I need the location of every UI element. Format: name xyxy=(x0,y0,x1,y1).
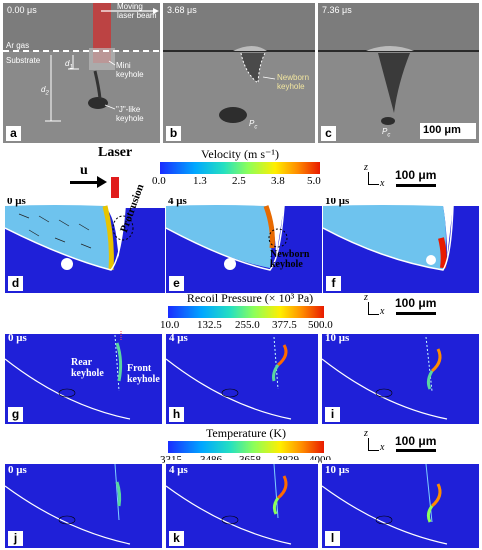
velocity-time-e: 4 μs xyxy=(168,198,187,207)
velocity-panel-d: 0 μs d xyxy=(5,198,165,293)
temperature-axis-glyph xyxy=(368,438,379,451)
u-arrow-head xyxy=(97,176,107,188)
j-keyhole-label: "J"-like keyhole xyxy=(116,105,144,123)
laser-beam xyxy=(111,177,119,201)
panel-letter-h: h xyxy=(169,407,184,422)
panel-letter-f: f xyxy=(326,276,341,291)
velocity-tick-0: 0.0 xyxy=(152,175,166,187)
velocity-axis-glyph xyxy=(368,172,379,185)
pore-label-c: Pc xyxy=(382,127,391,139)
newborn-keyhole-label: Newborn keyhole xyxy=(277,73,310,91)
temperature-scale-label: 100 μm xyxy=(395,434,437,448)
velocity-tick-2: 2.5 xyxy=(232,175,246,187)
velocity-tick-4: 5.0 xyxy=(307,175,321,187)
panel-letter-c: c xyxy=(321,126,336,141)
xray-time-b: 3.68 μs xyxy=(167,5,197,15)
velocity-tick-1: 1.3 xyxy=(193,175,207,187)
panel-letter-a: a xyxy=(6,126,21,141)
xray-time-c: 7.36 μs xyxy=(322,5,352,15)
panel-letter-l: l xyxy=(325,531,340,546)
recoil-panel-h: 4 μs h xyxy=(166,331,318,424)
u-label: u xyxy=(80,163,88,178)
recoil-tick-3: 377.5 xyxy=(272,319,297,331)
velocity-time-f: 10 μs xyxy=(325,198,350,207)
panel-letter-b: b xyxy=(166,126,181,141)
recoil-image-h xyxy=(166,331,318,420)
recoil-cbar-title: Recoil Pressure (× 10³ Pa) xyxy=(186,291,314,305)
recoil-time-i: 10 μs xyxy=(325,332,350,344)
velocity-image-e xyxy=(166,198,322,293)
temperature-panel-j: 0 μs j xyxy=(5,460,162,548)
recoil-panel-i: 10 μs i xyxy=(322,331,479,424)
recoil-panel-g: 0 μs Rear keyhole Front keyhole g xyxy=(5,331,162,424)
xray-panel-b: 3.68 μs Newborn keyhole Pc b xyxy=(163,3,315,143)
xray-image-c xyxy=(318,3,479,125)
xray-panel-c: 7.36 μs Pc 100 μm c xyxy=(318,3,479,143)
newborn-keyhole-sim-label: Newborn keyhole xyxy=(270,249,310,270)
recoil-colorbar xyxy=(168,306,324,318)
recoil-axis-glyph xyxy=(368,302,379,315)
velocity-panel-f: 10 μs f xyxy=(323,198,479,293)
mini-keyhole-label: Mini keyhole xyxy=(116,61,144,79)
panel-letter-k: k xyxy=(169,531,184,546)
panel-letter-j: j xyxy=(8,531,23,546)
ar-gas-label: Ar gas xyxy=(6,41,30,50)
moving-laser-label: Moving laser beam xyxy=(117,3,157,20)
velocity-cbar-title: Velocity (m s⁻¹) xyxy=(201,147,279,161)
temperature-axis-x: x xyxy=(380,442,385,453)
xray-time-a: 0.00 μs xyxy=(7,5,37,15)
temperature-time-l: 10 μs xyxy=(325,464,350,476)
panel-letter-g: g xyxy=(8,407,23,422)
velocity-time-d: 0 μs xyxy=(7,198,26,207)
xray-panel-a: 0.00 μs Moving laser beam Ar gas Substra… xyxy=(3,3,160,143)
u-arrow xyxy=(70,181,98,184)
panel-letter-d: d xyxy=(8,276,23,291)
velocity-colorbar xyxy=(160,162,320,174)
xray-image-b xyxy=(163,3,315,123)
xray-image-a xyxy=(3,3,160,122)
recoil-tick-2: 255.0 xyxy=(235,319,260,331)
recoil-scale-label: 100 μm xyxy=(395,296,437,310)
temperature-panel-l: 10 μs l xyxy=(322,460,479,548)
recoil-tick-4: 500.0 xyxy=(308,319,333,331)
recoil-axis-z: z xyxy=(364,292,368,303)
temperature-cbar-title: Temperature (K) xyxy=(205,426,287,440)
velocity-scale-label: 100 μm xyxy=(395,168,437,182)
temperature-image-j xyxy=(5,460,162,545)
temperature-image-k xyxy=(166,460,318,545)
xray-scale-label: 100 μm xyxy=(423,124,461,136)
recoil-tick-0: 10.0 xyxy=(160,319,180,331)
temperature-time-k: 4 μs xyxy=(169,464,188,476)
substrate-label: Substrate xyxy=(6,56,41,65)
d1-label: d1 xyxy=(65,59,73,71)
temperature-axis-z: z xyxy=(364,428,368,439)
temperature-scale-bar xyxy=(396,449,436,452)
recoil-image-i xyxy=(322,331,479,420)
temperature-time-j: 0 μs xyxy=(8,464,27,476)
temperature-image-l xyxy=(322,460,479,545)
recoil-tick-1: 132.5 xyxy=(197,319,222,331)
velocity-axis-z: z xyxy=(364,162,368,173)
recoil-image-g xyxy=(5,331,162,420)
temperature-panel-k: 4 μs k xyxy=(166,460,318,548)
recoil-time-g: 0 μs xyxy=(8,332,27,344)
rear-keyhole-label: Rear keyhole xyxy=(71,357,104,379)
recoil-scale-bar xyxy=(396,312,436,315)
laser-label: Laser xyxy=(98,145,133,160)
velocity-image-d xyxy=(5,198,165,293)
velocity-tick-3: 3.8 xyxy=(271,175,285,187)
panel-letter-i: i xyxy=(325,407,340,422)
temperature-colorbar xyxy=(168,441,324,453)
pore-label-b: Pc xyxy=(249,119,258,131)
recoil-time-h: 4 μs xyxy=(169,332,188,344)
d2-label: d2 xyxy=(41,85,49,97)
velocity-axis-x: x xyxy=(380,178,385,189)
xray-scale-bar: 100 μm xyxy=(420,123,476,139)
velocity-scale-bar xyxy=(396,184,436,187)
velocity-panel-e: 4 μs Newborn keyhole e xyxy=(166,198,322,293)
velocity-image-f xyxy=(323,198,479,293)
panel-letter-e: e xyxy=(169,276,184,291)
recoil-axis-x: x xyxy=(380,306,385,317)
front-keyhole-label: Front keyhole xyxy=(127,363,160,385)
